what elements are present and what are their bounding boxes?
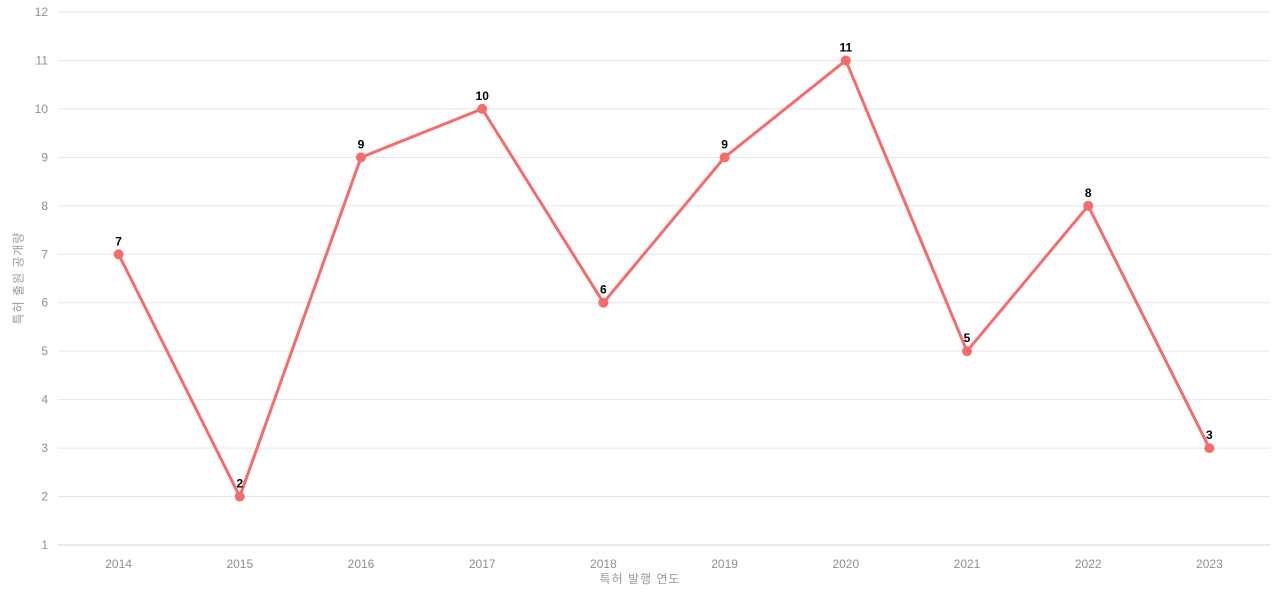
y-axis-tick-label: 4 [41, 393, 48, 407]
data-point-value-label: 3 [1206, 428, 1213, 442]
data-point-value-label: 9 [721, 137, 728, 151]
data-point[interactable] [1083, 200, 1094, 211]
y-axis-tick-label: 12 [35, 5, 49, 19]
x-axis-tick-label: 2014 [105, 557, 132, 571]
data-point[interactable] [234, 491, 245, 502]
data-point[interactable] [1204, 443, 1215, 454]
data-point[interactable] [113, 249, 124, 260]
y-axis-tick-label: 2 [41, 490, 48, 504]
x-axis-tick-label: 2017 [469, 557, 496, 571]
data-point[interactable] [356, 152, 366, 163]
x-axis-tick-label: 2019 [711, 557, 738, 571]
y-axis-tick-label: 3 [41, 441, 48, 455]
x-axis-tick-label: 2018 [590, 557, 617, 571]
x-axis-tick-label: 2015 [226, 557, 253, 571]
y-axis-tick-label: 1 [41, 538, 48, 552]
y-axis-tick-label: 11 [36, 53, 49, 67]
x-axis-tick-label: 2016 [348, 557, 375, 571]
x-axis-tick-label: 2023 [1196, 557, 1223, 571]
data-point-value-label: 11 [839, 40, 852, 54]
y-axis-tick-label: 8 [41, 199, 48, 213]
line-series [117, 58, 1211, 499]
data-point-value-label: 6 [600, 283, 607, 297]
y-axis-tick-label: 7 [41, 247, 48, 261]
y-axis-tick-label: 5 [41, 344, 48, 358]
y-axis-tick-label: 10 [35, 102, 49, 116]
data-point[interactable] [477, 103, 488, 114]
data-point[interactable] [719, 152, 730, 163]
data-point[interactable] [598, 297, 609, 308]
y-axis-tick-label: 9 [41, 150, 48, 164]
data-point-value-label: 5 [964, 331, 971, 345]
x-axis-title: 특허 발행 연도 [599, 572, 681, 586]
data-point-value-label: 9 [358, 137, 365, 151]
x-axis-tick-label: 2021 [954, 557, 981, 571]
data-point-value-label: 8 [1085, 186, 1092, 200]
x-axis-tick-label: 2020 [832, 557, 859, 571]
data-point[interactable] [840, 55, 851, 66]
data-point[interactable] [962, 346, 972, 357]
data-point-value-label: 2 [236, 477, 243, 491]
data-point-value-label: 10 [476, 89, 490, 103]
y-axis-tick-label: 6 [41, 296, 48, 310]
data-point-value-label: 7 [115, 234, 122, 248]
x-axis-tick-label: 2022 [1075, 557, 1102, 571]
y-axis-title: 특허 출원 공개량 [11, 231, 26, 325]
